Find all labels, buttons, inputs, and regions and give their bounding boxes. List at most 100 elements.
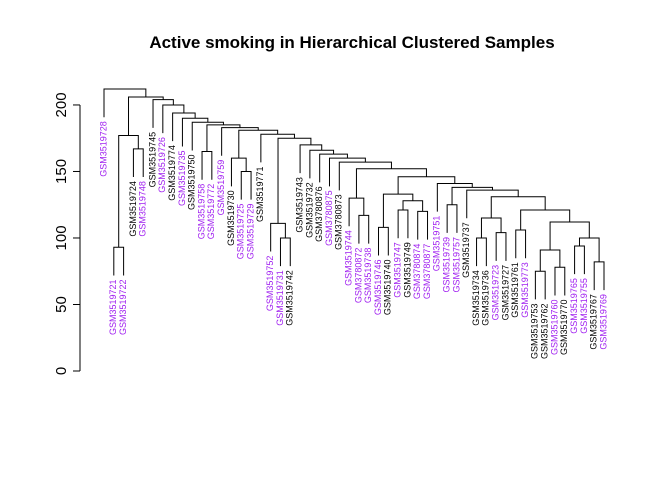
leaf-label: GSM3519731 bbox=[275, 270, 285, 326]
leaf-label: GSM3519740 bbox=[383, 260, 393, 316]
dendrogram-link bbox=[309, 149, 335, 179]
leaf-label: GSM3519744 bbox=[343, 230, 353, 286]
leaf-label: GSM3519734 bbox=[471, 270, 481, 326]
leaf-label: GSM3519721 bbox=[108, 279, 118, 335]
dendrogram-link bbox=[539, 249, 561, 272]
y-tick-label: 0 bbox=[53, 367, 70, 375]
leaf-label: GSM3519729 bbox=[245, 204, 255, 260]
leaf-label: GSM3519738 bbox=[363, 248, 373, 304]
leaf-label: GSM3519772 bbox=[206, 184, 216, 240]
dendrogram-link bbox=[593, 261, 605, 291]
dendrogram-link bbox=[554, 266, 566, 296]
leaf-label: GSM3519746 bbox=[373, 260, 383, 316]
leaf-label: GSM3519748 bbox=[138, 181, 148, 237]
leaf-label: GSM3519755 bbox=[579, 278, 589, 334]
dendrogram-link bbox=[397, 209, 409, 239]
leaf-label: GSM3519771 bbox=[255, 166, 265, 222]
leaf-label: GSM3519722 bbox=[118, 279, 128, 335]
leaf-label: GSM3519770 bbox=[559, 299, 569, 355]
leaf-label: GSM3780872 bbox=[353, 248, 363, 304]
y-tick-label: 200 bbox=[53, 92, 70, 117]
y-tick-label: 150 bbox=[53, 159, 70, 184]
dendrogram-link bbox=[348, 197, 365, 227]
leaf-label: GSM3519767 bbox=[589, 294, 599, 350]
leaf-label: GSM3519749 bbox=[402, 242, 412, 298]
dendrogram-link bbox=[480, 217, 502, 238]
dendrogram-link bbox=[230, 157, 247, 187]
leaf-label: GSM3519762 bbox=[540, 303, 550, 359]
dendrogram-link bbox=[328, 157, 366, 187]
dendrogram-link bbox=[191, 121, 224, 151]
leaf-label: GSM3519726 bbox=[157, 137, 167, 193]
leaf-label: GSM3519725 bbox=[236, 204, 246, 260]
dendrogram-link bbox=[417, 210, 429, 240]
leaf-label: GSM3519728 bbox=[98, 121, 108, 177]
dendrogram-link bbox=[515, 229, 527, 259]
dendrogram-link bbox=[279, 237, 291, 267]
leaf-label: GSM3519727 bbox=[500, 265, 510, 321]
leaf-label: GSM3519773 bbox=[520, 262, 530, 318]
leaf-label: GSM3519774 bbox=[167, 145, 177, 201]
leaf-label: GSM3519753 bbox=[530, 303, 540, 359]
leaf-label: GSM3780874 bbox=[412, 244, 422, 300]
leaf-label: GSM3780873 bbox=[334, 194, 344, 250]
leaf-label: GSM3519751 bbox=[432, 216, 442, 272]
leaf-label: GSM3519730 bbox=[226, 190, 236, 246]
leaf-label: GSM3780877 bbox=[422, 244, 432, 300]
leaf-label: GSM3519742 bbox=[285, 270, 295, 326]
dendrogram-link bbox=[378, 226, 389, 256]
leaf-label: GSM3780875 bbox=[324, 190, 334, 246]
leaf-label: GSM3519743 bbox=[294, 177, 304, 233]
dendrogram-link bbox=[358, 214, 370, 244]
dendrogram-link bbox=[397, 176, 456, 195]
dendrogram-link bbox=[221, 127, 259, 156]
dendrogram-link bbox=[476, 237, 487, 267]
dendrogram-link bbox=[118, 135, 139, 248]
y-tick-label: 100 bbox=[53, 225, 70, 250]
leaf-label: GSM3519732 bbox=[304, 182, 314, 238]
leaf-label: GSM3519747 bbox=[392, 242, 402, 298]
leaf-label: GSM3519752 bbox=[265, 256, 275, 312]
dendrogram-link bbox=[446, 204, 458, 233]
dendrogram-link bbox=[299, 144, 323, 174]
leaf-label: GSM3519761 bbox=[510, 262, 520, 318]
leaf-label: GSM3519760 bbox=[549, 299, 559, 355]
leaf-label: GSM3519739 bbox=[442, 237, 452, 293]
dendrogram-link bbox=[270, 222, 286, 252]
leaf-label: GSM3519769 bbox=[598, 294, 608, 350]
dendrogram-link bbox=[240, 170, 252, 200]
leaf-label: GSM3519724 bbox=[128, 181, 138, 237]
dendrogram-link bbox=[534, 270, 546, 300]
dendrogram-link bbox=[128, 96, 164, 136]
leaf-label: GSM3780876 bbox=[314, 186, 324, 242]
leaf-label: GSM3519757 bbox=[451, 237, 461, 293]
dendrogram-link bbox=[338, 161, 392, 191]
dendrogram-link bbox=[520, 209, 571, 230]
dendrogram-link bbox=[466, 189, 519, 219]
dendrogram-link bbox=[132, 148, 144, 178]
chart-title: Active smoking in Hierarchical Clustered… bbox=[149, 33, 554, 52]
dendrogram-link bbox=[578, 237, 600, 262]
dendrogram-link bbox=[113, 246, 125, 276]
dendrogram-link bbox=[382, 193, 414, 228]
dendrogram-link bbox=[162, 104, 185, 134]
dendrogram-link bbox=[495, 232, 507, 261]
leaf-label: GSM3519736 bbox=[481, 270, 491, 326]
leaf-label: GSM3519735 bbox=[177, 150, 187, 206]
dendrogram-link bbox=[277, 137, 312, 224]
leaf-label: GSM3519745 bbox=[147, 132, 157, 188]
dendrogram-link bbox=[574, 245, 585, 275]
dendrogram-link bbox=[201, 151, 213, 180]
dendrogram-link bbox=[206, 124, 241, 152]
leaf-label: GSM3519759 bbox=[216, 160, 226, 216]
leaf-label: GSM3519737 bbox=[461, 222, 471, 278]
leaf-label: GSM3519723 bbox=[491, 265, 501, 321]
dendrogram-link bbox=[402, 200, 424, 212]
dendrogram-link bbox=[238, 129, 279, 159]
dendrogram-link bbox=[549, 221, 590, 250]
dendrogram-link bbox=[490, 196, 546, 219]
leaf-label: GSM3519765 bbox=[569, 278, 579, 334]
dendrogram-link bbox=[103, 88, 147, 118]
leaf-label: GSM3519750 bbox=[187, 154, 197, 210]
